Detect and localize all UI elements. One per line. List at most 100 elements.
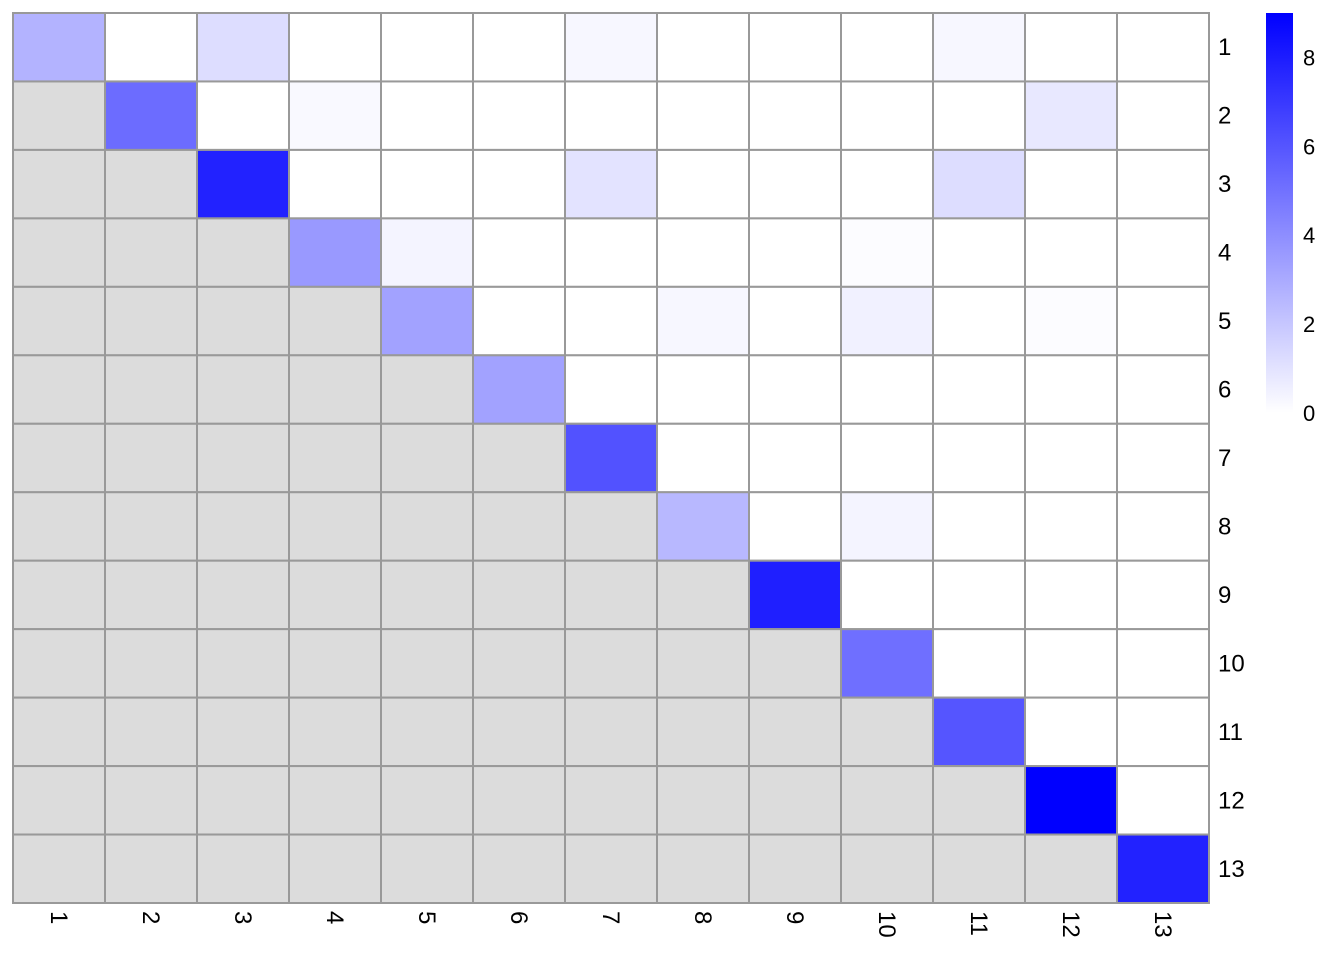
heatmap-cell xyxy=(104,696,198,768)
colorbar: 0 2 4 6 8 xyxy=(1266,13,1315,426)
heatmap-cell xyxy=(288,765,382,836)
heatmap-cell xyxy=(564,80,658,151)
heatmap-cell xyxy=(12,12,106,83)
heatmap-cell xyxy=(748,285,842,357)
heatmap-cell xyxy=(196,354,290,425)
heatmap-cell xyxy=(840,833,934,904)
row-tick-label: 9 xyxy=(1218,582,1231,609)
heatmap-cell xyxy=(196,765,290,836)
heatmap-cell xyxy=(656,422,750,494)
heatmap-cell xyxy=(1116,285,1210,357)
heatmap-cell xyxy=(12,148,106,220)
heatmap-cell xyxy=(1116,628,1210,699)
heatmap-cell xyxy=(748,833,842,904)
heatmap-cell xyxy=(12,422,106,494)
heatmap-cell xyxy=(104,354,198,425)
row-tick-label: 3 xyxy=(1218,171,1231,198)
heatmap-cell xyxy=(380,285,474,357)
row-tick-label: 6 xyxy=(1218,377,1231,404)
heatmap-cell xyxy=(840,491,934,562)
heatmap-cell xyxy=(12,217,106,288)
heatmap-cell xyxy=(656,628,750,699)
heatmap-cell xyxy=(472,12,566,83)
heatmap-cell xyxy=(380,12,474,83)
heatmap-cell xyxy=(380,491,474,562)
heatmap-cell xyxy=(380,765,474,836)
heatmap-cell xyxy=(196,80,290,151)
column-labels: 1 2 3 4 5 6 7 8 9 10 11 12 13 xyxy=(45,911,1176,938)
heatmap-cell xyxy=(12,354,106,425)
heatmap-cell xyxy=(840,12,934,83)
heatmap-cell xyxy=(840,285,934,357)
heatmap-cell xyxy=(380,628,474,699)
heatmap-cell xyxy=(288,491,382,562)
heatmap-cell xyxy=(196,148,290,220)
heatmap-cell xyxy=(932,422,1026,494)
column-tick-label: 4 xyxy=(321,911,348,924)
heatmap-cell xyxy=(564,217,658,288)
heatmap-cell xyxy=(196,12,290,83)
heatmap-cell xyxy=(288,559,382,631)
heatmap-cell xyxy=(196,491,290,562)
heatmap-cell xyxy=(748,765,842,836)
heatmap-cell xyxy=(1024,765,1118,836)
colorbar-tick-label: 0 xyxy=(1303,401,1315,426)
heatmap-cell xyxy=(380,80,474,151)
heatmap-cell xyxy=(840,765,934,836)
heatmap-cell xyxy=(1024,354,1118,425)
column-tick-label: 2 xyxy=(137,911,164,924)
heatmap-cell xyxy=(656,12,750,83)
column-tick-label: 5 xyxy=(413,911,440,924)
heatmap-cell xyxy=(932,628,1026,699)
heatmap-cell xyxy=(748,80,842,151)
column-tick-label: 11 xyxy=(965,911,992,936)
heatmap-cell xyxy=(288,80,382,151)
heatmap-cell xyxy=(656,80,750,151)
heatmap-cell xyxy=(380,148,474,220)
heatmap-cell xyxy=(840,148,934,220)
colorbar-gradient xyxy=(1266,13,1293,413)
colorbar-tick-label: 6 xyxy=(1303,134,1315,159)
column-tick-label: 1 xyxy=(45,911,72,924)
heatmap-cell xyxy=(196,422,290,494)
heatmap-cells xyxy=(12,12,1210,904)
heatmap-cell xyxy=(748,422,842,494)
heatmap-cell xyxy=(564,559,658,631)
heatmap-cell xyxy=(1116,80,1210,151)
colorbar-tick-label: 4 xyxy=(1303,223,1315,248)
heatmap-cell xyxy=(564,422,658,494)
heatmap-cell xyxy=(840,559,934,631)
heatmap-cell xyxy=(656,559,750,631)
heatmap-cell xyxy=(196,217,290,288)
colorbar-ticks: 0 2 4 6 8 xyxy=(1303,45,1315,426)
heatmap-cell xyxy=(932,696,1026,768)
heatmap-cell xyxy=(1024,491,1118,562)
heatmap-cell xyxy=(104,422,198,494)
heatmap-cell xyxy=(380,422,474,494)
heatmap-cell xyxy=(1116,765,1210,836)
heatmap-cell xyxy=(840,628,934,699)
heatmap-cell xyxy=(748,559,842,631)
column-tick-label: 6 xyxy=(505,911,532,924)
heatmap-cell xyxy=(564,833,658,904)
row-tick-label: 8 xyxy=(1218,513,1231,540)
heatmap-cell xyxy=(12,285,106,357)
heatmap-cell xyxy=(472,422,566,494)
heatmap-cell xyxy=(840,80,934,151)
heatmap-cell xyxy=(472,765,566,836)
heatmap-cell xyxy=(932,491,1026,562)
heatmap-cell xyxy=(840,217,934,288)
heatmap-cell xyxy=(932,80,1026,151)
heatmap-cell xyxy=(656,354,750,425)
heatmap-cell xyxy=(932,765,1026,836)
row-tick-label: 10 xyxy=(1218,650,1245,677)
heatmap-cell xyxy=(1024,148,1118,220)
heatmap-cell xyxy=(1116,217,1210,288)
heatmap-cell xyxy=(564,148,658,220)
heatmap-cell xyxy=(380,833,474,904)
heatmap-cell xyxy=(472,696,566,768)
heatmap-cell xyxy=(1116,696,1210,768)
heatmap-cell xyxy=(656,148,750,220)
